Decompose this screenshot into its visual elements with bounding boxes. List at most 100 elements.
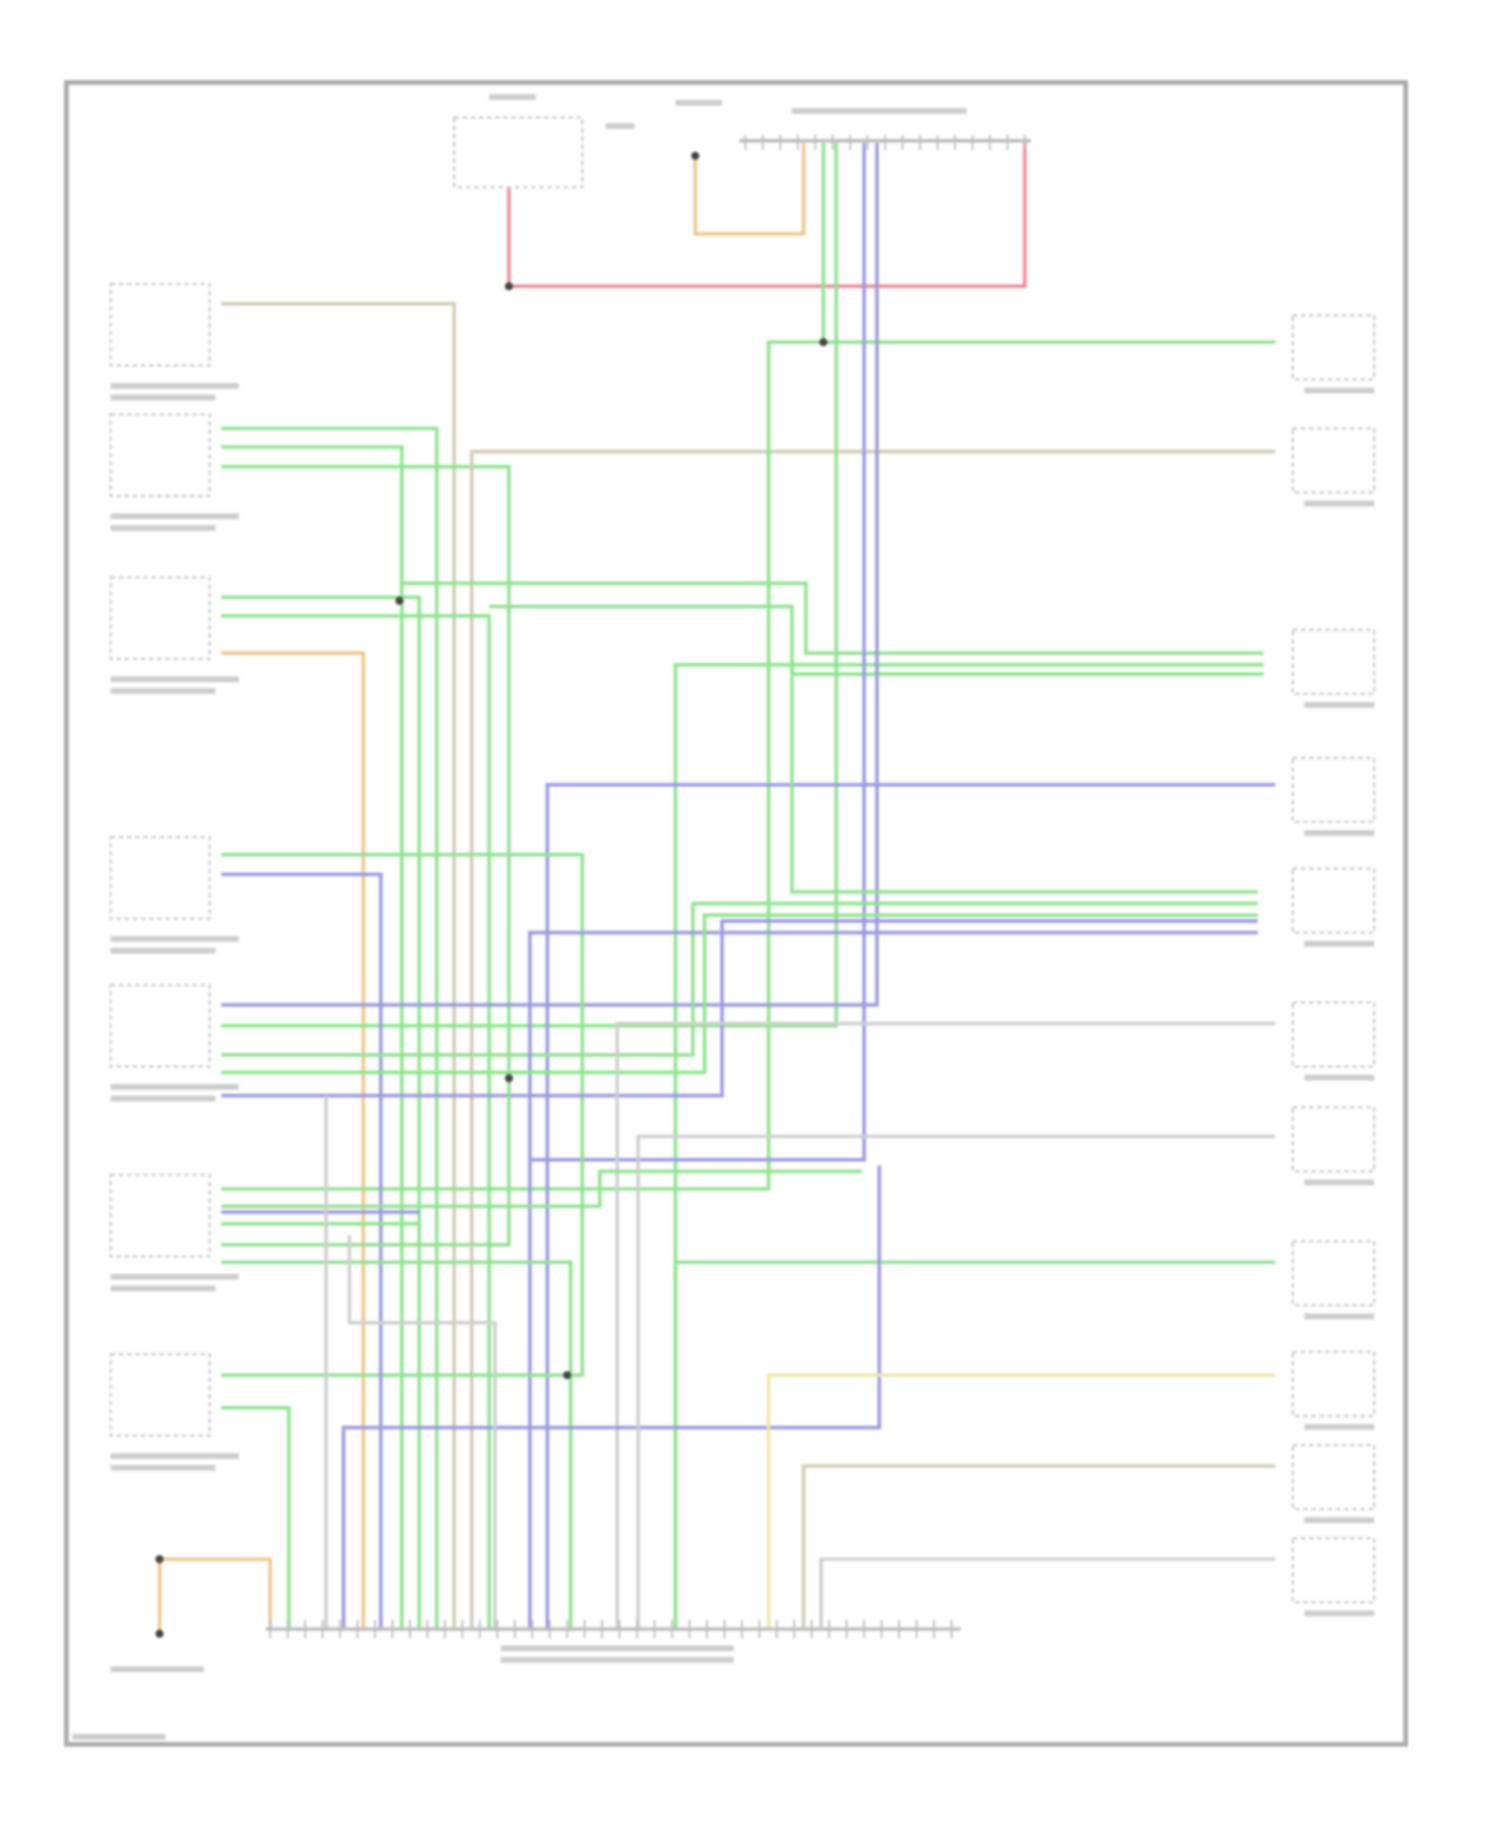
component-box xyxy=(1291,314,1376,381)
label-placeholder xyxy=(1304,1313,1375,1320)
wire-green xyxy=(221,1260,573,1630)
component-box xyxy=(109,282,211,367)
wire-green xyxy=(790,676,1258,894)
wire-yellow xyxy=(766,1373,1276,1630)
label-placeholder xyxy=(110,1464,216,1471)
component-box xyxy=(1291,1240,1376,1307)
component-box xyxy=(1291,867,1376,934)
component-box xyxy=(109,576,211,661)
wire-green xyxy=(221,595,422,1630)
wire-blue xyxy=(528,143,866,1630)
component-box xyxy=(109,413,211,498)
label-placeholder xyxy=(110,1666,204,1673)
label-placeholder xyxy=(500,1657,734,1663)
label-placeholder xyxy=(110,382,239,389)
label-placeholder xyxy=(1304,387,1375,394)
component-box xyxy=(109,1173,211,1258)
label-placeholder xyxy=(500,1645,734,1652)
label-placeholder xyxy=(1304,1610,1375,1617)
label-placeholder xyxy=(1304,1424,1375,1430)
label-placeholder xyxy=(110,525,216,531)
wire-green xyxy=(673,1260,1276,1630)
splice-dot xyxy=(504,1074,514,1083)
wire-green xyxy=(489,604,1264,676)
label-placeholder xyxy=(1304,1179,1375,1186)
wire-green xyxy=(221,913,1258,1075)
component-box xyxy=(1291,756,1376,824)
wire-blue xyxy=(341,1165,882,1630)
splice-dot xyxy=(563,1371,572,1380)
wire-green xyxy=(221,143,838,1028)
wire-red xyxy=(507,143,1027,289)
wire-gray xyxy=(615,1021,1276,1630)
wire-blue xyxy=(545,782,1276,1630)
wire-orange xyxy=(693,143,806,236)
label-placeholder xyxy=(1304,1074,1375,1081)
wire-green xyxy=(221,1406,291,1630)
text-placeholders xyxy=(72,94,1375,1740)
label-placeholder xyxy=(675,99,723,106)
wire-green xyxy=(221,445,404,1630)
component-box xyxy=(1291,1106,1376,1173)
component-box xyxy=(1291,628,1376,696)
component-box xyxy=(109,983,211,1068)
wire-blue xyxy=(221,872,383,1630)
wire-tan xyxy=(469,449,1276,1630)
label-placeholder xyxy=(110,513,239,520)
wire-blue xyxy=(221,143,879,1007)
splice-dot xyxy=(155,1629,164,1638)
splice-dot xyxy=(155,1555,164,1564)
diagram-frame xyxy=(64,80,1408,1747)
wire-green xyxy=(673,663,1264,1630)
component-box xyxy=(1291,427,1376,494)
wire-blue xyxy=(221,919,1258,1098)
label-placeholder xyxy=(1304,830,1375,836)
label-placeholder xyxy=(110,688,216,694)
label-placeholder xyxy=(110,1453,239,1460)
component-box xyxy=(1291,1350,1376,1418)
wire-green xyxy=(221,614,491,1630)
wire-green xyxy=(221,852,585,1377)
label-placeholder xyxy=(605,123,635,130)
wire-orange xyxy=(221,651,366,1630)
components xyxy=(109,116,1376,1639)
wire-tan xyxy=(801,1464,1276,1630)
label-placeholder xyxy=(110,1084,239,1090)
wire-blue xyxy=(528,930,1258,1160)
component-box xyxy=(109,835,211,920)
component-box xyxy=(1291,1537,1376,1604)
label-placeholder xyxy=(110,936,239,942)
wire-green xyxy=(400,581,1264,655)
label-placeholder xyxy=(791,108,967,114)
splice-dot xyxy=(819,338,828,347)
label-placeholder xyxy=(1304,1517,1375,1524)
splice-dot xyxy=(504,282,514,291)
wire-green xyxy=(221,340,1276,1191)
wire-green xyxy=(221,901,1258,1057)
wires xyxy=(157,143,1276,1632)
label-placeholder xyxy=(489,94,536,100)
wire-green xyxy=(221,426,439,1630)
label-placeholder xyxy=(1304,940,1375,947)
splice-dot xyxy=(395,596,404,605)
splice-dot xyxy=(691,151,700,160)
component-box xyxy=(1291,1443,1376,1511)
wire-gray xyxy=(819,1557,1276,1630)
label-placeholder xyxy=(1304,500,1375,507)
component-box xyxy=(1291,1001,1376,1068)
label-placeholder xyxy=(110,1285,216,1292)
wire-green xyxy=(221,465,511,1079)
wire-orange xyxy=(159,1557,272,1630)
label-placeholder xyxy=(72,1733,166,1740)
wire-gray xyxy=(636,1134,1276,1630)
wire-green xyxy=(221,1078,511,1247)
component-box xyxy=(453,116,584,189)
label-placeholder xyxy=(110,676,239,683)
label-placeholder xyxy=(110,394,216,401)
wire-gray xyxy=(347,1235,497,1630)
wire-green xyxy=(221,1169,862,1209)
component-box xyxy=(109,1353,211,1437)
label-placeholder xyxy=(110,1095,216,1102)
label-placeholder xyxy=(110,947,216,954)
